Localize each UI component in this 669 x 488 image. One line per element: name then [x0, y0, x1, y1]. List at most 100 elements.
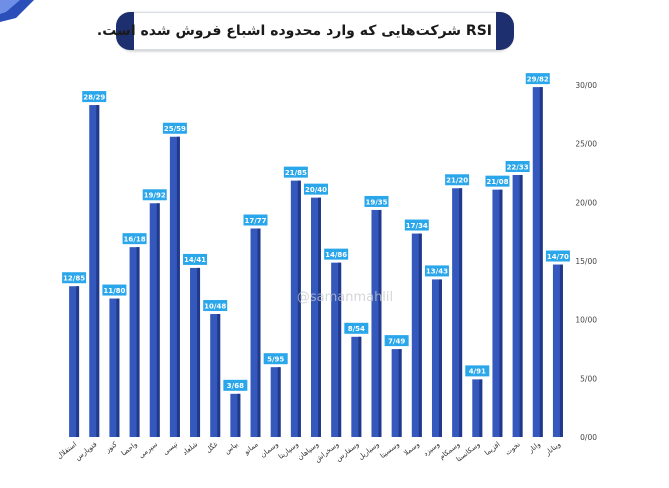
value-label-bg-9 [223, 379, 248, 391]
value-label-bg-15 [344, 322, 369, 334]
bar-21 [472, 379, 483, 437]
bar-23 [512, 174, 523, 437]
value-label-16: 19/35 [365, 198, 387, 206]
value-label-bg-11 [263, 353, 288, 365]
y-tick-25: 25/00 [575, 140, 597, 149]
value-label-10: 17/77 [244, 217, 266, 225]
value-label-bg-12 [283, 166, 308, 178]
x-label-18: وسملا [402, 440, 421, 457]
value-label-25: 14/70 [547, 253, 569, 261]
bar-shade-15 [358, 336, 362, 437]
value-label-21: 4/91 [469, 368, 486, 376]
x-label-3: کنور [103, 440, 119, 455]
bar-6 [169, 136, 180, 437]
value-label-bg-2 [82, 91, 107, 103]
value-label-bg-5 [142, 189, 167, 201]
value-label-bg-18 [404, 219, 429, 231]
value-label-2: 28/29 [83, 93, 105, 101]
bar-shade-22 [499, 189, 503, 437]
bar-8 [210, 314, 221, 437]
value-label-bg-10 [243, 214, 268, 226]
x-label-24: وانار [526, 440, 542, 455]
value-label-bg-16 [364, 195, 389, 207]
value-label-bg-13 [304, 183, 328, 195]
value-label-13: 20/40 [305, 186, 327, 194]
bar-shade-16 [378, 209, 382, 437]
bar-12 [290, 180, 301, 438]
value-label-15: 8/54 [348, 325, 365, 333]
corner-decoration [0, 0, 34, 22]
x-label-5: سپرمی [137, 440, 159, 460]
bar-shade-12 [297, 180, 301, 438]
value-labels-group: 12/85 28/29 11/80 16/18 19/92 25/59 14/41 10/48… [62, 73, 570, 391]
value-label-20: 21/20 [446, 177, 468, 185]
value-label-5: 19/92 [144, 192, 166, 200]
title-cap-right [496, 12, 514, 50]
value-label-bg-24 [525, 73, 550, 85]
x-label-9: بپاس [223, 440, 240, 455]
value-label-bg-22 [485, 175, 510, 187]
bar-13 [311, 197, 321, 437]
x-label-22: افزیما [483, 440, 502, 457]
chart-title: RSI شرکت‌هایی که وارد محدوده اشباع فروش … [96, 23, 492, 39]
x-label-12: وسپاریتا [277, 440, 300, 461]
value-label-24: 29/82 [527, 75, 549, 83]
bar-shade-13 [318, 197, 321, 437]
bar-shade-10 [257, 228, 261, 437]
bar-14 [331, 262, 342, 437]
bar-2 [89, 105, 100, 438]
y-tick-0: 0/00 [580, 433, 597, 442]
bar-3 [109, 298, 120, 437]
value-label-bg-20 [445, 174, 470, 186]
x-label-6: تپسی [161, 440, 179, 456]
bar-20 [452, 188, 463, 437]
bar-11 [270, 367, 281, 437]
value-label-6: 25/59 [164, 125, 186, 133]
value-label-4: 16/18 [124, 235, 146, 243]
value-label-8: 10/48 [204, 302, 226, 310]
title-cap-left [116, 12, 134, 50]
bar-shade-3 [116, 298, 120, 437]
bar-shade-5 [156, 203, 160, 437]
value-label-23: 22/33 [507, 163, 529, 171]
bar-shade-11 [277, 367, 281, 437]
bar-18 [411, 233, 422, 437]
value-label-bg-3 [102, 284, 127, 296]
value-label-3: 11/80 [103, 287, 125, 295]
title-banner: RSI شرکت‌هایی که وارد محدوده اشباع فروش … [96, 12, 514, 50]
bar-25 [552, 264, 563, 437]
x-label-8: غگل [204, 439, 220, 454]
value-label-bg-23 [505, 160, 530, 172]
value-label-1: 12/85 [63, 275, 85, 283]
bar-shade-14 [338, 262, 342, 437]
bar-shade-20 [459, 188, 463, 437]
bar-shade-18 [418, 233, 422, 437]
value-label-19: 13/43 [426, 268, 448, 276]
bar-shade-21 [479, 379, 483, 437]
value-label-12: 21/85 [285, 169, 307, 177]
bar-shade-6 [176, 136, 180, 437]
value-label-bg-1 [62, 272, 87, 284]
x-label-2: فتوپارس [74, 440, 99, 462]
bars-group [69, 87, 563, 438]
x-label-10: ممانو [242, 440, 260, 457]
bar-19 [431, 279, 442, 437]
y-tick-30: 30/00 [575, 81, 597, 90]
value-label-bg-6 [162, 122, 187, 134]
value-label-22: 21/08 [486, 178, 508, 186]
y-tick-10: 10/00 [575, 316, 597, 325]
bar-shade-9 [237, 393, 241, 437]
value-label-bg-14 [324, 248, 349, 260]
bar-shade-24 [539, 87, 543, 437]
x-label-17: وسسیتا [379, 440, 401, 460]
bar-16 [371, 209, 382, 437]
value-label-18: 17/34 [406, 222, 428, 230]
title-pill [118, 12, 512, 50]
bar-shade-23 [519, 174, 523, 437]
bar-shade-4 [136, 247, 140, 437]
bar-10 [250, 228, 261, 437]
value-label-14: 14/86 [325, 251, 347, 259]
bar-shade-25 [559, 264, 563, 437]
